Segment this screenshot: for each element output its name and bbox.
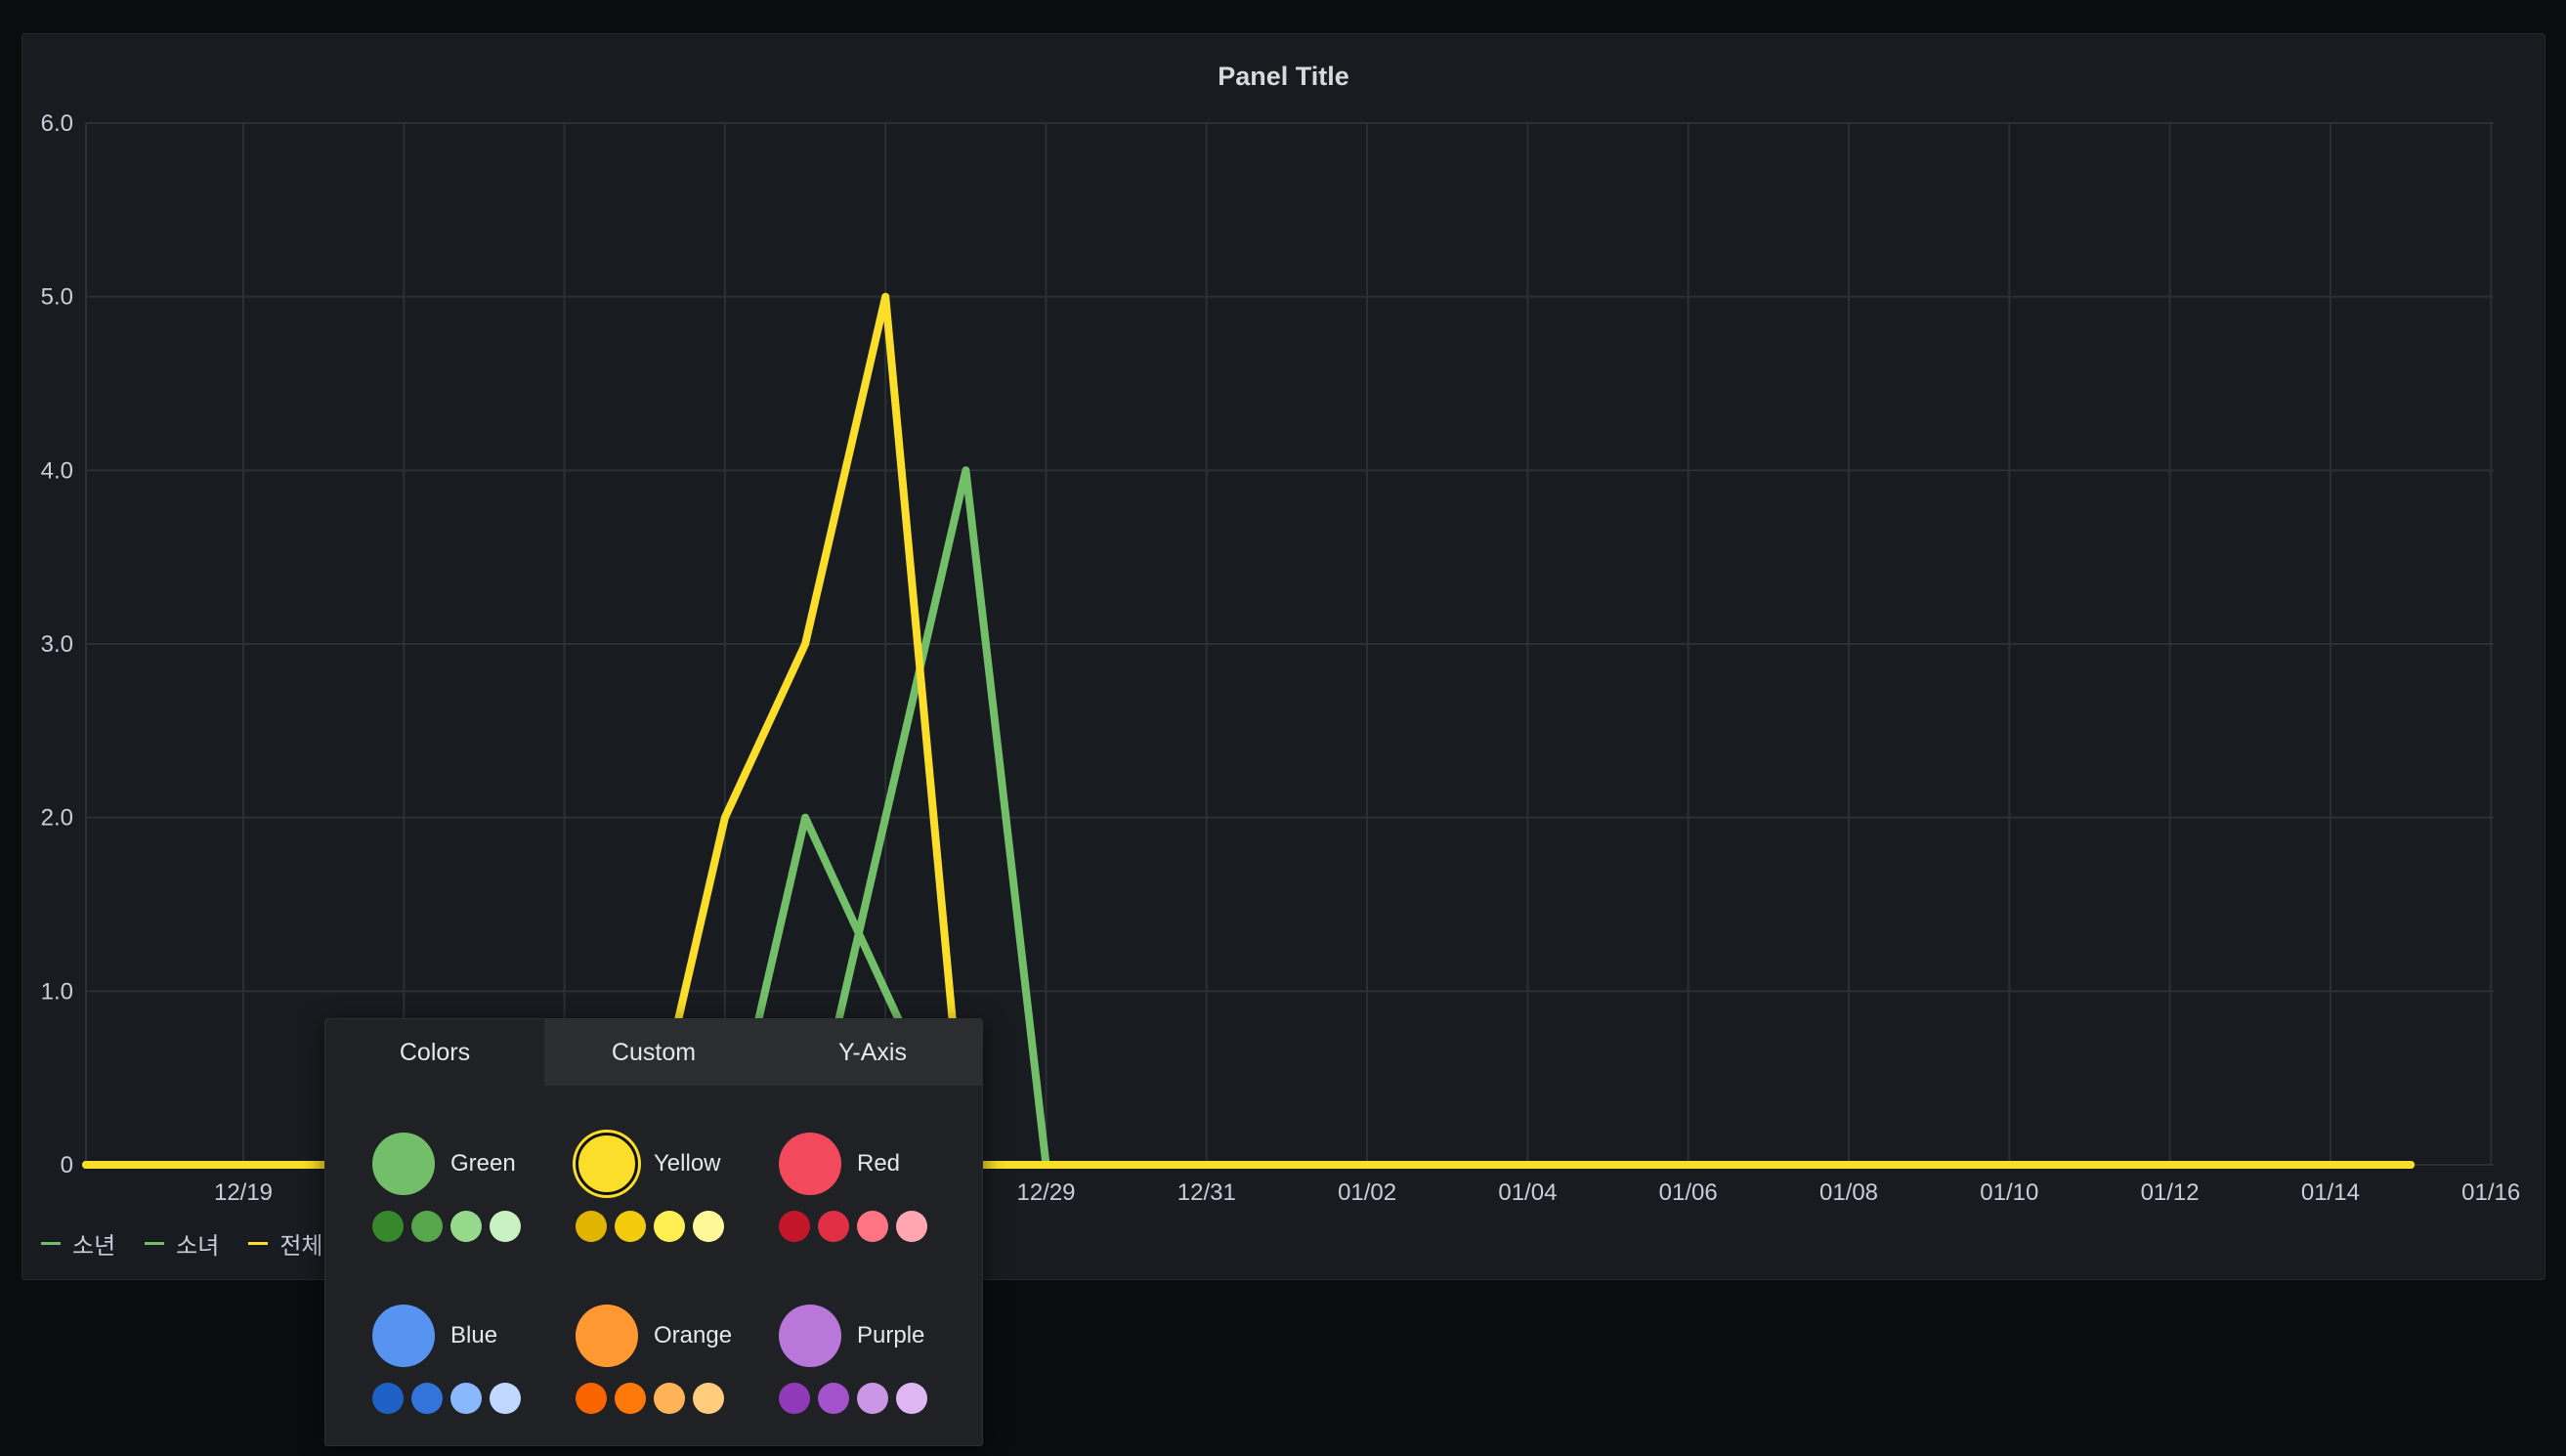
shade-swatch-purple-4[interactable] [896, 1383, 927, 1414]
color-name-label: Red [857, 1150, 901, 1177]
y-tick-label: 3.0 [41, 631, 73, 658]
shade-swatch-orange-3[interactable] [654, 1383, 685, 1414]
legend-item[interactable]: 소녀 [145, 1226, 219, 1261]
tab-colors[interactable]: Colors [325, 1019, 544, 1086]
color-option-row: Orange [576, 1305, 779, 1367]
shade-swatch-yellow-1[interactable] [576, 1211, 607, 1242]
color-swatch-yellow[interactable] [576, 1133, 638, 1195]
color-name-label: Blue [450, 1322, 498, 1349]
x-tick-label: 12/29 [1016, 1179, 1075, 1206]
legend-swatch[interactable] [145, 1242, 165, 1245]
shade-swatches [576, 1383, 779, 1414]
color-swatch-purple[interactable] [779, 1305, 841, 1367]
y-tick-label: 0 [61, 1152, 73, 1178]
x-tick-label: 01/10 [1980, 1179, 2038, 1206]
shade-swatch-green-1[interactable] [372, 1211, 404, 1242]
color-group-yellow: Yellow [576, 1133, 779, 1242]
color-option-row: Green [372, 1133, 576, 1195]
shade-swatch-blue-4[interactable] [490, 1383, 521, 1414]
x-tick-label: 01/14 [2301, 1179, 2360, 1206]
color-option-row: Yellow [576, 1133, 779, 1195]
color-group-purple: Purple [779, 1305, 982, 1414]
legend-label[interactable]: 소년 [72, 1233, 116, 1260]
x-tick-label: 01/04 [1498, 1179, 1557, 1206]
color-group-blue: Blue [372, 1305, 576, 1414]
shade-swatches [372, 1383, 576, 1414]
legend-item[interactable]: 전체 [248, 1226, 323, 1261]
shade-swatch-green-4[interactable] [490, 1211, 521, 1242]
x-tick-label: 01/06 [1659, 1179, 1718, 1206]
legend-label[interactable]: 소녀 [176, 1233, 220, 1260]
legend-label[interactable]: 전체 [279, 1233, 323, 1260]
shade-swatch-yellow-3[interactable] [654, 1211, 685, 1242]
y-tick-label: 4.0 [41, 457, 73, 484]
legend-swatch[interactable] [248, 1242, 269, 1245]
shade-swatch-green-3[interactable] [450, 1211, 482, 1242]
x-tick-label: 01/16 [2461, 1179, 2520, 1206]
shade-swatches [372, 1211, 576, 1242]
shade-swatch-red-1[interactable] [779, 1211, 810, 1242]
x-tick-label: 12/19 [214, 1179, 273, 1206]
shade-swatch-blue-2[interactable] [411, 1383, 443, 1414]
color-name-label: Yellow [654, 1150, 721, 1177]
legend-item[interactable]: 소년 [41, 1226, 115, 1261]
x-tick-label: 12/31 [1177, 1179, 1236, 1206]
shade-swatch-orange-1[interactable] [576, 1383, 607, 1414]
color-swatch-green[interactable] [372, 1133, 435, 1195]
y-tick-label: 5.0 [41, 284, 73, 311]
shade-swatch-red-3[interactable] [857, 1211, 888, 1242]
color-swatch-red[interactable] [779, 1133, 841, 1195]
chart-legend: 소년 소녀 전체 [41, 1226, 334, 1261]
shade-swatches [779, 1211, 982, 1242]
y-tick-label: 2.0 [41, 805, 73, 832]
color-name-label: Green [450, 1150, 516, 1177]
shade-swatch-blue-3[interactable] [450, 1383, 482, 1414]
color-option-row: Purple [779, 1305, 982, 1367]
shade-swatch-blue-1[interactable] [372, 1383, 404, 1414]
y-tick-label: 6.0 [41, 110, 73, 137]
tab-y-axis[interactable]: Y-Axis [763, 1019, 982, 1086]
shade-swatch-red-4[interactable] [896, 1211, 927, 1242]
shade-swatch-purple-1[interactable] [779, 1383, 810, 1414]
color-name-label: Purple [857, 1322, 925, 1349]
shade-swatch-purple-2[interactable] [818, 1383, 849, 1414]
popover-tabs: Colors Custom Y-Axis [325, 1019, 982, 1086]
legend-swatch[interactable] [41, 1242, 61, 1245]
shade-swatch-red-2[interactable] [818, 1211, 849, 1242]
y-tick-label: 1.0 [41, 978, 73, 1005]
shade-swatch-yellow-4[interactable] [693, 1211, 724, 1242]
shade-swatches [576, 1211, 779, 1242]
color-option-row: Red [779, 1133, 982, 1195]
tab-custom[interactable]: Custom [544, 1019, 763, 1086]
series-color-popover: Colors Custom Y-Axis Green Yellow Red Blue Ora… [324, 1018, 983, 1446]
shade-swatch-green-2[interactable] [411, 1211, 443, 1242]
color-swatch-blue[interactable] [372, 1305, 435, 1367]
shade-swatch-purple-3[interactable] [857, 1383, 888, 1414]
x-tick-label: 01/08 [1819, 1179, 1878, 1206]
color-palette: Green Yellow Red Blue Orange Purple [372, 1133, 982, 1414]
x-tick-label: 01/12 [2141, 1179, 2200, 1206]
shade-swatch-yellow-2[interactable] [615, 1211, 646, 1242]
panel-title[interactable]: Panel Title [1218, 62, 1349, 91]
shade-swatch-orange-2[interactable] [615, 1383, 646, 1414]
color-name-label: Orange [654, 1322, 733, 1349]
color-swatch-orange[interactable] [576, 1305, 638, 1367]
color-group-red: Red [779, 1133, 982, 1242]
color-group-green: Green [372, 1133, 576, 1242]
color-option-row: Blue [372, 1305, 576, 1367]
shade-swatches [779, 1383, 982, 1414]
x-tick-label: 01/02 [1338, 1179, 1396, 1206]
shade-swatch-orange-4[interactable] [693, 1383, 724, 1414]
color-group-orange: Orange [576, 1305, 779, 1414]
